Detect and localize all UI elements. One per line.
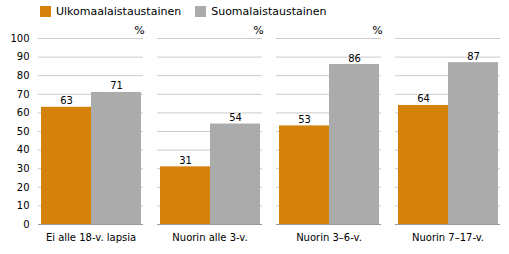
svg-text:71: 71 [110, 80, 123, 91]
svg-text:60: 60 [17, 107, 30, 118]
svg-text:54: 54 [229, 112, 242, 123]
svg-text:50: 50 [17, 126, 30, 137]
svg-text:%: % [134, 24, 144, 37]
svg-text:Nuorin 3–6-v.: Nuorin 3–6-v. [296, 232, 362, 243]
svg-text:100: 100 [10, 33, 29, 44]
svg-text:0: 0 [23, 219, 29, 230]
svg-text:Nuorin alle 3-v.: Nuorin alle 3-v. [172, 232, 247, 243]
svg-text:10: 10 [17, 200, 30, 211]
svg-text:%: % [253, 24, 263, 37]
svg-text:30: 30 [17, 163, 30, 174]
svg-text:Nuorin 7–17-v.: Nuorin 7–17-v. [412, 232, 484, 243]
svg-text:53: 53 [298, 114, 311, 125]
html-text:Suomalaistaustainen: Suomalaistaustainen [211, 4, 327, 18]
svg-text:40: 40 [17, 144, 30, 155]
svg-text:%: % [372, 24, 382, 37]
svg-text:80: 80 [17, 70, 30, 81]
svg-text:87: 87 [467, 51, 480, 62]
svg-text:31: 31 [179, 155, 192, 166]
html-text:Ulkomaalaistaustainen: Ulkomaalaistaustainen [56, 4, 182, 18]
svg-text:20: 20 [17, 182, 30, 193]
svg-text:86: 86 [348, 53, 361, 64]
svg-text:70: 70 [17, 89, 30, 100]
svg-text:Ei alle 18-v. lapsia: Ei alle 18-v. lapsia [46, 232, 136, 243]
svg-text:64: 64 [417, 93, 430, 104]
svg-text:63: 63 [60, 95, 73, 106]
svg-text:90: 90 [17, 51, 30, 62]
